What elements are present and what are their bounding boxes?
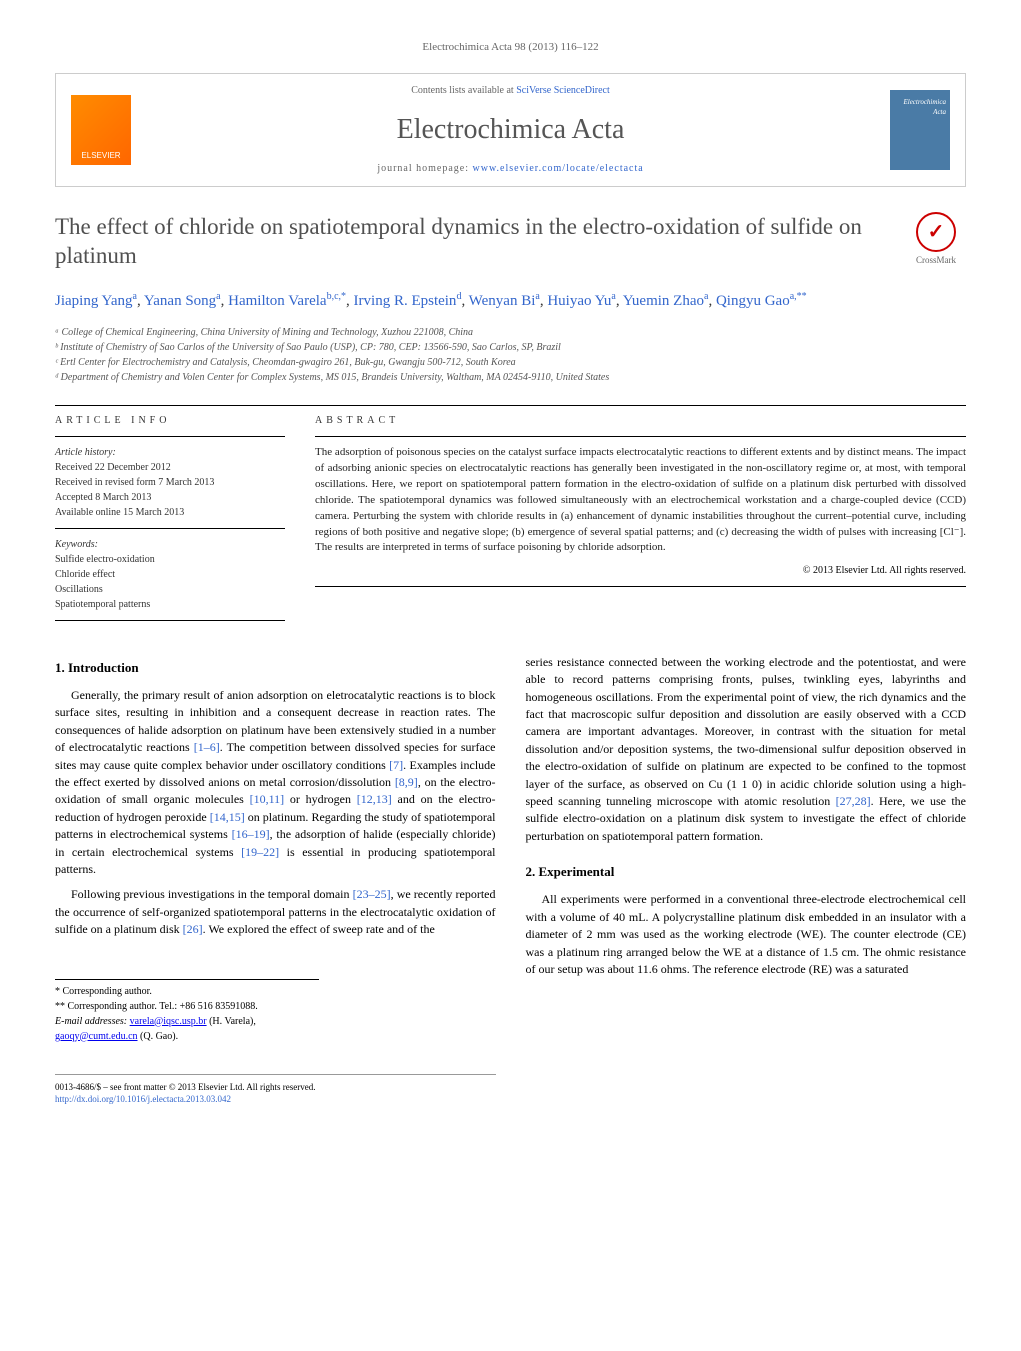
citation-link[interactable]: [16–19] — [232, 827, 270, 841]
author-link[interactable]: Yanan Songa — [144, 293, 221, 309]
keyword: Oscillations — [55, 582, 285, 597]
citation-link[interactable]: [12,13] — [357, 792, 392, 806]
journal-name: Electrochimica Acta — [131, 110, 890, 149]
history-item: Accepted 8 March 2013 — [55, 490, 285, 505]
citation-link[interactable]: [23–25] — [353, 887, 391, 901]
abstract-divider — [315, 436, 966, 437]
citation-link[interactable]: [27,28] — [836, 794, 871, 808]
cover-label: Electrochimica Acta — [890, 98, 950, 118]
emails-label: E-mail addresses: — [55, 1016, 130, 1027]
page: Electrochimica Acta 98 (2013) 116–122 EL… — [0, 0, 1021, 1146]
email-who: (H. Varela), — [207, 1016, 256, 1027]
keyword: Sulfide electro-oxidation — [55, 552, 285, 567]
footer-line: 0013-4686/$ – see front matter © 2013 El… — [55, 1081, 496, 1094]
header-center: Contents lists available at SciVerse Sci… — [131, 84, 890, 175]
info-divider — [55, 620, 285, 621]
journal-header: ELSEVIER Contents lists available at Sci… — [55, 73, 966, 186]
citation-link[interactable]: [7] — [389, 758, 403, 772]
paragraph: series resistance connected between the … — [526, 654, 967, 845]
right-column: series resistance connected between the … — [526, 654, 967, 1106]
experimental-text: All experiments were performed in a conv… — [526, 891, 967, 978]
info-divider — [55, 528, 285, 529]
citation-link[interactable]: [14,15] — [210, 810, 245, 824]
email-link[interactable]: gaoqy@cumt.edu.cn — [55, 1031, 138, 1042]
citation-link[interactable]: [10,11] — [250, 792, 285, 806]
left-column: 1. Introduction Generally, the primary r… — [55, 654, 496, 1106]
experimental-heading: 2. Experimental — [526, 863, 967, 881]
affiliation: ᵃ College of Chemical Engineering, China… — [55, 325, 966, 340]
elsevier-logo-label: ELSEVIER — [81, 150, 120, 161]
history-label: Article history: — [55, 445, 285, 460]
affiliation: ᵇ Institute of Chemistry of Sao Carlos o… — [55, 340, 966, 355]
intro-text: Generally, the primary result of anion a… — [55, 687, 496, 938]
copyright: © 2013 Elsevier Ltd. All rights reserved… — [315, 564, 966, 578]
info-abstract-row: ARTICLE INFO Article history: Received 2… — [55, 414, 966, 629]
affiliation: ᶜ Ertl Center for Electrochemistry and C… — [55, 355, 966, 370]
history-item: Received 22 December 2012 — [55, 460, 285, 475]
paragraph: Generally, the primary result of anion a… — [55, 687, 496, 878]
corresp-emails: E-mail addresses: varela@iqsc.usp.br (H.… — [55, 1014, 319, 1044]
sciencedirect-link[interactable]: SciVerse ScienceDirect — [516, 85, 610, 96]
article-info-heading: ARTICLE INFO — [55, 414, 285, 428]
corresp-line: ** Corresponding author. Tel.: +86 516 8… — [55, 999, 319, 1014]
journal-reference: Electrochimica Acta 98 (2013) 116–122 — [55, 40, 966, 55]
body-columns: 1. Introduction Generally, the primary r… — [55, 654, 966, 1106]
author-link[interactable]: Hamilton Varelab,c,* — [228, 293, 346, 309]
keyword: Spatiotemporal patterns — [55, 597, 285, 612]
affiliations: ᵃ College of Chemical Engineering, China… — [55, 325, 966, 385]
email-link[interactable]: varela@iqsc.usp.br — [130, 1016, 207, 1027]
citation-link[interactable]: [8,9] — [395, 775, 418, 789]
homepage-line: journal homepage: www.elsevier.com/locat… — [131, 162, 890, 176]
journal-cover-thumbnail[interactable]: Electrochimica Acta — [890, 90, 950, 170]
paragraph: All experiments were performed in a conv… — [526, 891, 967, 978]
history-item: Received in revised form 7 March 2013 — [55, 475, 285, 490]
author-link[interactable]: Jiaping Yanga — [55, 293, 137, 309]
intro-heading: 1. Introduction — [55, 659, 496, 677]
abstract-column: ABSTRACT The adsorption of poisonous spe… — [315, 414, 966, 629]
author-link[interactable]: Irving R. Epsteind — [354, 293, 462, 309]
article-title: The effect of chloride on spatiotemporal… — [55, 212, 906, 272]
author-link[interactable]: Qingyu Gaoa,** — [716, 293, 807, 309]
keyword: Chloride effect — [55, 567, 285, 582]
citation-link[interactable]: [19–22] — [241, 845, 279, 859]
abstract-divider — [315, 586, 966, 587]
keywords-label: Keywords: — [55, 537, 285, 552]
author-link[interactable]: Huiyao Yua — [547, 293, 615, 309]
author-link[interactable]: Yuemin Zhaoa — [623, 293, 709, 309]
homepage-prefix: journal homepage: — [377, 163, 472, 174]
title-row: The effect of chloride on spatiotemporal… — [55, 212, 966, 272]
homepage-link[interactable]: www.elsevier.com/locate/electacta — [473, 163, 644, 174]
divider — [55, 405, 966, 406]
corresponding-author-block: * Corresponding author. ** Corresponding… — [55, 979, 319, 1044]
article-history: Article history: Received 22 December 20… — [55, 445, 285, 520]
history-item: Available online 15 March 2013 — [55, 505, 285, 520]
crossmark-label: CrossMark — [906, 254, 966, 267]
citation-link[interactable]: [26] — [183, 922, 203, 936]
corresp-line: * Corresponding author. — [55, 984, 319, 999]
email-who: (Q. Gao). — [138, 1031, 179, 1042]
article-info-column: ARTICLE INFO Article history: Received 2… — [55, 414, 285, 629]
citation-link[interactable]: [1–6] — [194, 740, 220, 754]
affiliation: ᵈ Department of Chemistry and Volen Cent… — [55, 370, 966, 385]
footer: 0013-4686/$ – see front matter © 2013 El… — [55, 1074, 496, 1106]
authors-list: Jiaping Yanga, Yanan Songa, Hamilton Var… — [55, 289, 966, 313]
contents-line: Contents lists available at SciVerse Sci… — [131, 84, 890, 98]
doi-link[interactable]: http://dx.doi.org/10.1016/j.electacta.20… — [55, 1094, 231, 1104]
crossmark-icon: ✓ — [916, 212, 956, 252]
contents-prefix: Contents lists available at — [411, 85, 516, 96]
info-divider — [55, 436, 285, 437]
abstract-text: The adsorption of poisonous species on t… — [315, 445, 966, 557]
keywords-block: Keywords: Sulfide electro-oxidation Chlo… — [55, 537, 285, 612]
abstract-heading: ABSTRACT — [315, 414, 966, 428]
elsevier-logo[interactable]: ELSEVIER — [71, 95, 131, 165]
continued-text: series resistance connected between the … — [526, 654, 967, 845]
paragraph: Following previous investigations in the… — [55, 886, 496, 938]
author-link[interactable]: Wenyan Bia — [469, 293, 540, 309]
crossmark[interactable]: ✓ CrossMark — [906, 212, 966, 267]
